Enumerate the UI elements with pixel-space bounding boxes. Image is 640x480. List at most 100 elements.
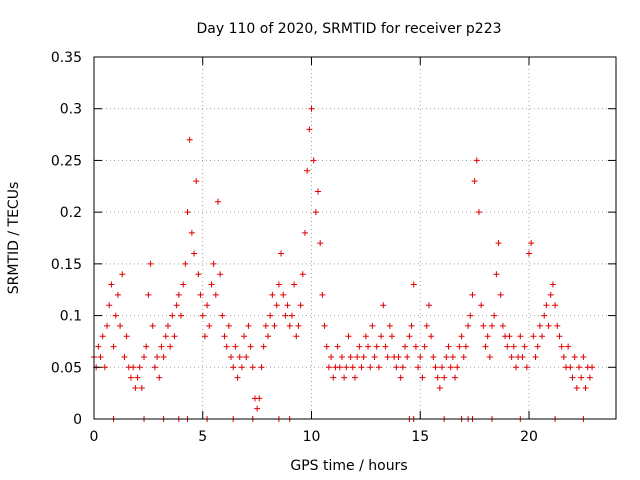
data-point	[384, 353, 391, 360]
data-point	[214, 198, 221, 205]
data-point	[530, 333, 537, 340]
data-point	[254, 405, 261, 412]
data-point	[565, 343, 572, 350]
data-point	[210, 260, 217, 267]
data-point	[519, 353, 526, 360]
data-point	[243, 353, 250, 360]
axis-ticks: 0 0.05 0.1 0.15 0.2 0.25 0.3 0.35 0 5 10 15 20	[51, 50, 616, 445]
data-point	[341, 374, 348, 381]
data-point	[241, 333, 248, 340]
data-point	[543, 302, 550, 309]
data-point	[208, 281, 215, 288]
data-point	[380, 302, 387, 309]
data-point	[199, 312, 206, 319]
x-tick-label: 20	[520, 429, 538, 445]
data-point	[156, 374, 163, 381]
data-point	[482, 343, 489, 350]
data-point	[286, 322, 293, 329]
data-point	[164, 322, 171, 329]
data-point	[467, 312, 474, 319]
data-point	[284, 302, 291, 309]
data-point	[182, 260, 189, 267]
data-point	[338, 353, 345, 360]
data-point	[278, 250, 285, 257]
data-point	[119, 271, 126, 278]
data-point	[271, 322, 278, 329]
data-point	[328, 353, 335, 360]
data-point	[167, 343, 174, 350]
data-point	[123, 333, 130, 340]
data-point	[369, 322, 376, 329]
data-point	[362, 333, 369, 340]
data-point	[317, 240, 324, 247]
x-axis-label: GPS time / hours	[290, 458, 407, 474]
data-point	[297, 302, 304, 309]
data-point	[201, 333, 208, 340]
data-point	[336, 364, 343, 371]
data-point	[304, 167, 311, 174]
data-point	[532, 353, 539, 360]
data-point	[589, 364, 596, 371]
data-point	[256, 395, 263, 402]
data-point	[558, 343, 565, 350]
data-point	[265, 333, 271, 340]
data-point	[443, 353, 450, 360]
data-point	[225, 322, 232, 329]
data-point	[104, 322, 111, 329]
data-point	[145, 291, 152, 298]
y-tick-label: 0.25	[51, 153, 82, 169]
data-point	[367, 364, 374, 371]
data-point	[571, 353, 578, 360]
data-point	[489, 322, 496, 329]
data-point	[469, 291, 476, 298]
data-point	[308, 105, 315, 112]
data-point	[141, 353, 148, 360]
data-point	[395, 353, 402, 360]
data-point	[578, 374, 585, 381]
data-point	[358, 364, 365, 371]
data-point	[434, 374, 441, 381]
data-point	[149, 322, 156, 329]
data-point	[114, 291, 121, 298]
data-point	[197, 291, 204, 298]
data-point	[567, 364, 574, 371]
data-point	[230, 364, 237, 371]
data-point	[549, 281, 556, 288]
data-point	[354, 353, 361, 360]
data-point	[541, 312, 548, 319]
data-point	[315, 188, 322, 195]
data-point	[452, 374, 459, 381]
grid-lines	[94, 57, 616, 419]
data-point	[491, 312, 498, 319]
data-point	[465, 322, 472, 329]
data-point	[282, 312, 289, 319]
data-point	[471, 178, 478, 185]
data-point	[147, 260, 154, 267]
data-point	[193, 178, 200, 185]
data-point	[573, 384, 580, 391]
data-point	[269, 291, 276, 298]
data-point	[232, 343, 239, 350]
data-point	[273, 302, 280, 309]
data-point	[151, 364, 158, 371]
data-point	[112, 312, 119, 319]
data-point	[371, 353, 378, 360]
x-tick-label: 15	[411, 429, 429, 445]
data-point	[521, 343, 528, 350]
data-point	[547, 291, 554, 298]
data-point	[408, 322, 415, 329]
data-point	[569, 374, 576, 381]
data-point	[419, 374, 426, 381]
data-point	[312, 209, 319, 216]
y-axis-label: SRMTID / TECUs	[6, 182, 22, 295]
data-point	[301, 229, 308, 236]
data-point	[175, 291, 182, 298]
data-point	[375, 364, 382, 371]
plot-frame	[93, 56, 617, 420]
data-point	[127, 374, 134, 381]
data-point	[178, 312, 184, 319]
data-point	[432, 364, 439, 371]
data-point	[497, 291, 504, 298]
data-point	[580, 353, 587, 360]
data-point	[576, 364, 583, 371]
